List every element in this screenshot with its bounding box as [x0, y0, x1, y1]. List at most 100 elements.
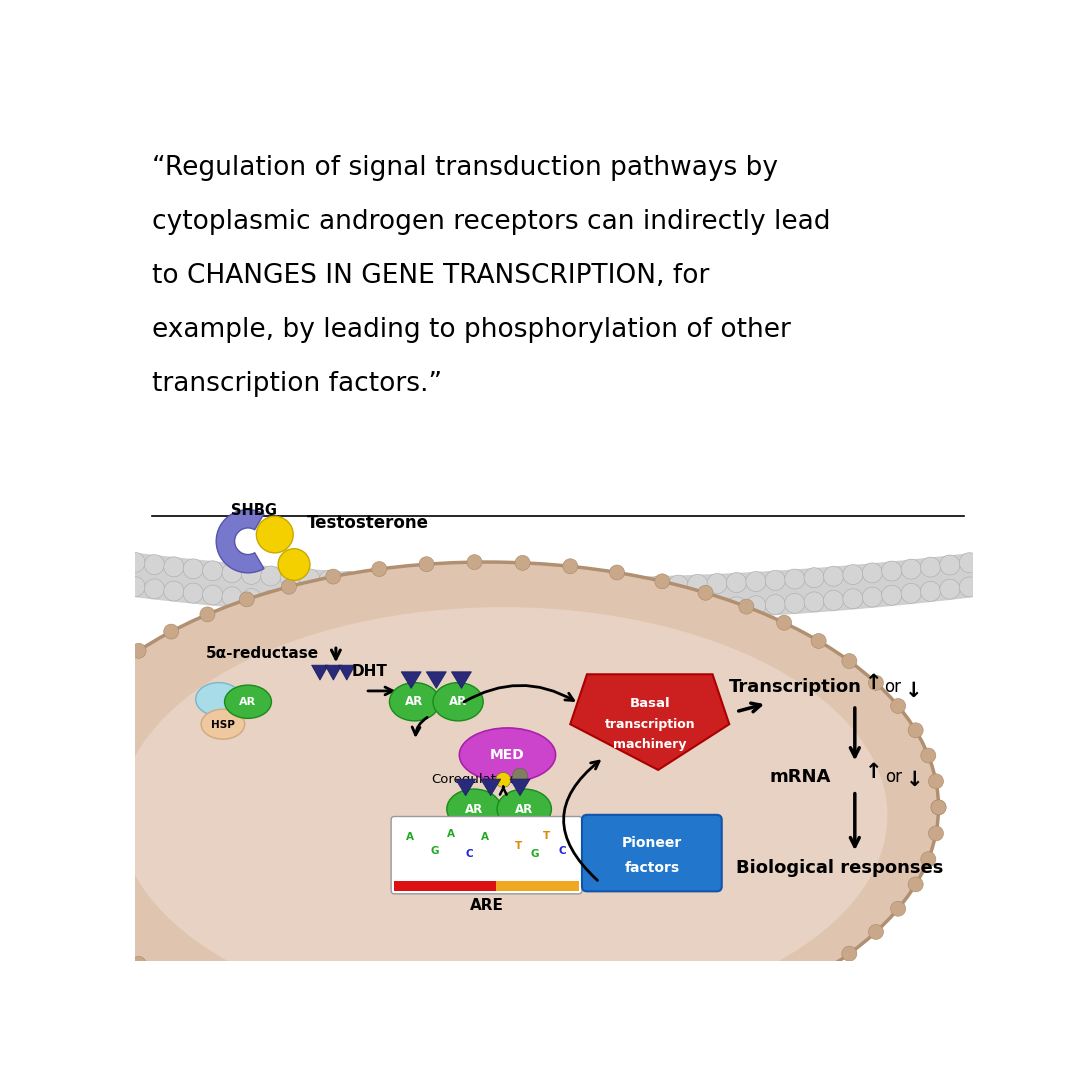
Circle shape	[654, 573, 670, 589]
Circle shape	[260, 590, 281, 610]
Text: AR: AR	[405, 696, 423, 708]
Circle shape	[467, 1045, 482, 1061]
Text: SHBG: SHBG	[231, 503, 278, 518]
Circle shape	[494, 602, 514, 621]
Circle shape	[315, 605, 356, 645]
Circle shape	[240, 1008, 254, 1023]
Circle shape	[805, 592, 824, 612]
Text: machinery: machinery	[613, 739, 687, 752]
Circle shape	[940, 555, 960, 575]
Circle shape	[240, 592, 254, 607]
Circle shape	[532, 602, 553, 621]
Circle shape	[256, 516, 293, 553]
Circle shape	[805, 568, 824, 588]
Circle shape	[32, 760, 48, 775]
Circle shape	[777, 985, 792, 999]
Circle shape	[78, 913, 93, 928]
Circle shape	[929, 773, 944, 788]
Circle shape	[698, 1014, 713, 1029]
Circle shape	[280, 567, 300, 588]
Circle shape	[739, 599, 754, 615]
Circle shape	[222, 586, 242, 607]
Text: G: G	[531, 849, 539, 859]
Circle shape	[103, 664, 118, 679]
Polygon shape	[401, 672, 421, 688]
Circle shape	[823, 566, 843, 586]
Circle shape	[552, 602, 572, 621]
Circle shape	[929, 826, 944, 841]
Polygon shape	[338, 665, 355, 680]
Circle shape	[396, 575, 417, 594]
Circle shape	[131, 644, 146, 659]
Text: Biological responses: Biological responses	[735, 859, 943, 877]
Circle shape	[785, 569, 805, 589]
Circle shape	[811, 967, 826, 982]
Circle shape	[43, 864, 58, 879]
Circle shape	[78, 687, 93, 702]
Circle shape	[891, 699, 906, 714]
Circle shape	[435, 599, 456, 620]
Circle shape	[609, 1035, 624, 1050]
Circle shape	[707, 573, 727, 594]
Text: transcription: transcription	[605, 718, 696, 731]
Text: ↑: ↑	[864, 761, 882, 782]
Circle shape	[145, 579, 164, 598]
Circle shape	[669, 599, 688, 619]
FancyBboxPatch shape	[391, 816, 582, 894]
Circle shape	[654, 1026, 670, 1041]
Circle shape	[338, 595, 359, 616]
Circle shape	[357, 572, 378, 593]
Circle shape	[785, 593, 805, 613]
Circle shape	[164, 581, 184, 600]
Text: T: T	[515, 840, 522, 851]
Text: Pioneer: Pioneer	[622, 836, 681, 850]
Text: ↓: ↓	[906, 770, 923, 789]
Ellipse shape	[201, 710, 245, 739]
Text: MED: MED	[490, 748, 525, 762]
FancyBboxPatch shape	[582, 814, 721, 891]
Circle shape	[868, 924, 883, 940]
Circle shape	[862, 563, 882, 583]
Polygon shape	[312, 665, 328, 680]
Text: factors: factors	[624, 861, 679, 875]
Circle shape	[372, 562, 387, 577]
Circle shape	[908, 723, 923, 738]
Ellipse shape	[225, 685, 271, 718]
Circle shape	[727, 597, 746, 617]
Circle shape	[766, 570, 785, 591]
Text: DHT: DHT	[352, 664, 388, 679]
Circle shape	[125, 552, 145, 572]
Circle shape	[58, 711, 73, 726]
Ellipse shape	[195, 683, 242, 716]
Circle shape	[610, 600, 630, 621]
Ellipse shape	[35, 562, 939, 1053]
Circle shape	[164, 557, 184, 577]
Circle shape	[326, 569, 341, 584]
Circle shape	[184, 558, 203, 579]
Circle shape	[396, 598, 417, 619]
Ellipse shape	[433, 683, 483, 720]
Circle shape	[377, 573, 397, 593]
Circle shape	[467, 555, 482, 569]
Circle shape	[777, 616, 792, 631]
Ellipse shape	[447, 789, 501, 829]
Circle shape	[416, 599, 436, 619]
Circle shape	[435, 576, 456, 596]
Circle shape	[419, 556, 434, 571]
Text: Transcription: Transcription	[729, 678, 862, 696]
Circle shape	[591, 577, 610, 597]
Circle shape	[552, 578, 572, 597]
Text: AR: AR	[464, 802, 483, 815]
Circle shape	[920, 557, 941, 577]
Circle shape	[563, 1041, 578, 1056]
Circle shape	[515, 1044, 530, 1059]
Circle shape	[921, 852, 936, 866]
Polygon shape	[481, 779, 501, 796]
Text: HSP: HSP	[211, 720, 234, 730]
Circle shape	[455, 577, 475, 596]
Ellipse shape	[390, 683, 440, 720]
Circle shape	[28, 813, 43, 828]
Circle shape	[766, 595, 785, 615]
Circle shape	[203, 585, 222, 605]
Circle shape	[282, 579, 296, 594]
